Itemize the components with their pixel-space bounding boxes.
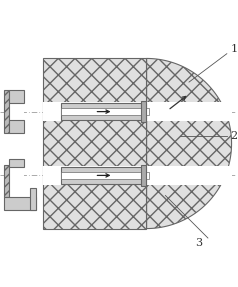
Bar [10,90,24,103]
Bar [61,103,147,120]
Bar [61,108,149,115]
Bar [10,159,24,167]
Bar [4,165,10,197]
Bar [10,103,24,120]
Bar [43,59,147,228]
Bar [4,90,10,133]
Text: 2: 2 [230,131,238,141]
Bar [30,188,36,210]
Bar [141,165,147,186]
Bar [61,172,149,179]
Bar [43,102,232,121]
Text: 3: 3 [195,238,202,248]
Bar [4,197,36,210]
Polygon shape [147,59,232,228]
Bar [10,120,24,133]
Text: 1: 1 [230,44,238,54]
Bar [43,166,232,185]
Bar [141,101,147,122]
Bar [61,167,147,184]
Bar [10,167,24,184]
